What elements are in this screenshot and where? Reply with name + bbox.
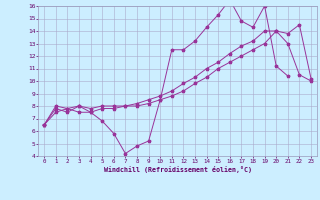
X-axis label: Windchill (Refroidissement éolien,°C): Windchill (Refroidissement éolien,°C) xyxy=(104,166,252,173)
